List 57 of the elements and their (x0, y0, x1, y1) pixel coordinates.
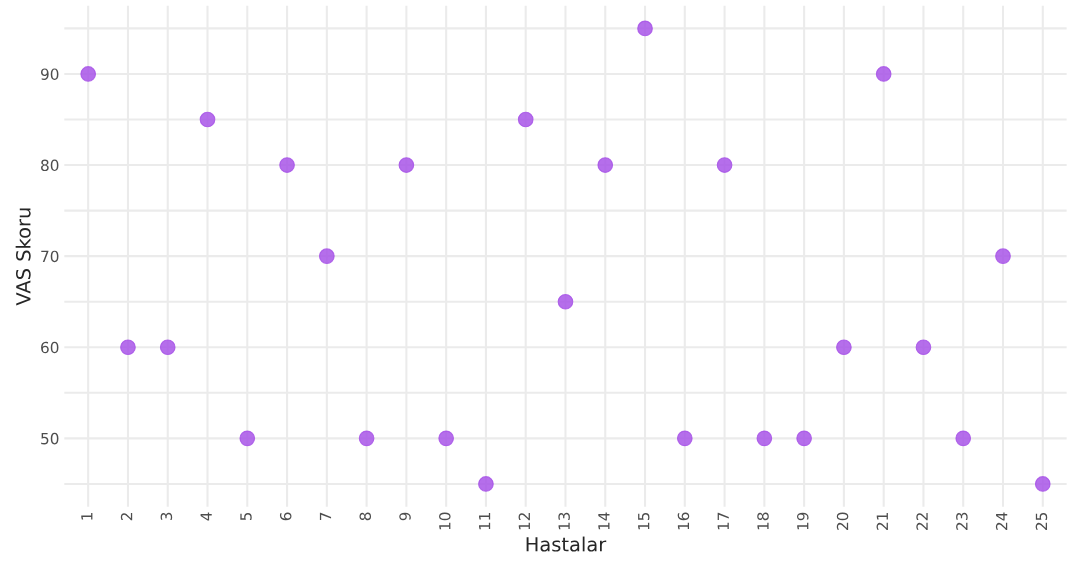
point (995, 248, 1011, 265)
x-tick-label: 1 (81, 512, 93, 520)
x-tick-label: 4 (200, 512, 212, 521)
x-tick-label: 25 (1035, 512, 1048, 530)
point (120, 339, 136, 356)
x-tick-label: 19 (797, 512, 809, 530)
point (199, 111, 216, 128)
x-tick-label: 15 (638, 512, 650, 530)
y-axis-title: VAS Skoru (15, 208, 31, 306)
point (915, 339, 932, 356)
x-tick-label: 12 (518, 513, 530, 530)
x-tick-label: 3 (160, 512, 173, 521)
x-tick-label: 10 (439, 512, 451, 530)
point (796, 430, 812, 447)
x-tick-label: 9 (399, 512, 411, 521)
x-tick-label: 7 (319, 512, 332, 521)
point (756, 430, 773, 447)
y-tick-label: 70 (41, 250, 59, 263)
y-tick-label: 80 (41, 159, 59, 172)
point (398, 157, 415, 173)
x-tick-label: 18 (757, 512, 769, 530)
x-tick-label: 20 (836, 512, 849, 530)
point (239, 430, 256, 447)
point (517, 111, 534, 128)
x-tick-label: 8 (359, 512, 372, 521)
x-tick-label: 16 (677, 512, 690, 530)
x-tick-label: 17 (717, 512, 729, 530)
x-tick-label: 22 (916, 513, 928, 530)
x-tick-label: 14 (598, 512, 610, 530)
point (637, 20, 653, 37)
point (836, 339, 852, 356)
point (279, 157, 295, 173)
x-tick-label: 11 (479, 512, 491, 530)
point (875, 66, 892, 82)
point (358, 430, 375, 447)
point (597, 157, 614, 173)
y-tick-label: 90 (40, 68, 59, 80)
y-tick-label: 50 (41, 432, 59, 445)
point (557, 293, 574, 310)
x-tick-label: 2 (120, 513, 133, 521)
x-tick-label: 23 (956, 512, 968, 530)
x-tick-label: 21 (876, 512, 888, 530)
point (676, 430, 693, 447)
x-tick-label: 13 (558, 512, 570, 530)
x-tick-label: 5 (240, 512, 252, 521)
y-tick-label: 60 (41, 341, 59, 354)
point (478, 476, 494, 492)
point (955, 430, 972, 447)
point (716, 157, 733, 173)
x-tick-label: 6 (279, 512, 292, 521)
point (159, 339, 176, 356)
point (80, 66, 97, 82)
point (318, 248, 335, 265)
x-axis-title: Hastalar (526, 536, 607, 552)
point (438, 430, 454, 447)
point (1034, 476, 1051, 492)
x-tick-label: 24 (995, 512, 1008, 530)
